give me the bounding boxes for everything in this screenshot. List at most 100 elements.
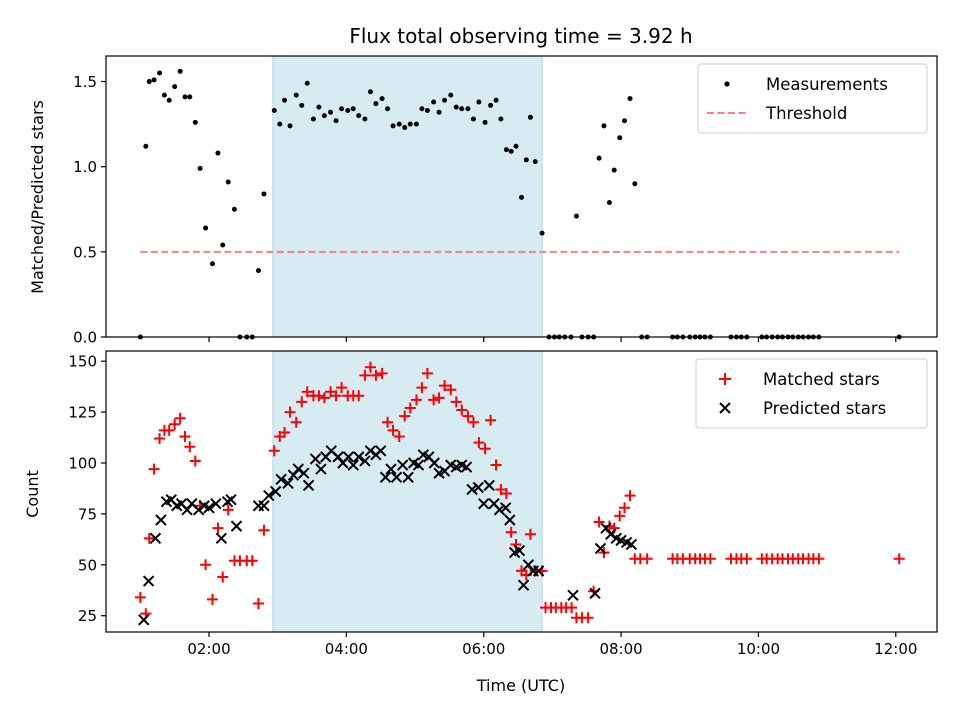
x-tick-label: 06:00 xyxy=(462,640,505,658)
measurement-point xyxy=(596,155,602,161)
measurement-point xyxy=(611,167,617,173)
matched-stars-point xyxy=(163,424,175,436)
matched-stars-point xyxy=(154,433,166,445)
chart-title: Flux total observing time = 3.92 h xyxy=(349,24,692,48)
measurement-point xyxy=(143,143,149,149)
measurement-point xyxy=(277,121,283,127)
predicted-stars-point xyxy=(252,500,265,512)
predicted-stars-point xyxy=(625,538,638,551)
measurement-point xyxy=(488,102,494,108)
matched-stars-point xyxy=(313,390,325,402)
measurement-point xyxy=(470,116,476,122)
predicted-stars-point xyxy=(385,463,397,475)
bottom-legend: Matched stars Predicted stars xyxy=(695,358,928,429)
top-shaded-region xyxy=(272,55,543,338)
y-tick-label: 0.5 xyxy=(73,243,97,261)
predicted-stars-point xyxy=(478,498,490,510)
measurement-point xyxy=(161,92,167,98)
predicted-stars-point xyxy=(258,500,270,512)
matched-stars-point xyxy=(179,431,191,443)
measurement-point xyxy=(476,99,482,105)
predicted-stars-point xyxy=(138,614,150,626)
predicted-stars-point xyxy=(428,457,440,469)
measurement-point xyxy=(396,121,402,127)
measurement-point xyxy=(390,123,396,129)
predicted-stars-point xyxy=(315,463,327,475)
matched-stars-point xyxy=(741,553,753,565)
measurement-point xyxy=(146,79,152,85)
predicted-stars-point xyxy=(499,502,512,514)
matched-stars-point xyxy=(212,522,224,534)
measurement-point xyxy=(209,261,215,267)
predicted-stars-point xyxy=(379,471,392,483)
predicted-stars-point xyxy=(282,477,294,490)
predicted-stars-point xyxy=(375,445,387,457)
matched-stars-point xyxy=(505,526,517,538)
matched-stars-point xyxy=(614,510,626,522)
measurement-point xyxy=(215,150,221,156)
predicted-stars-point xyxy=(269,485,282,498)
predicted-stars-point xyxy=(347,459,359,471)
matched-stars-point xyxy=(353,390,365,402)
matched-stars-point xyxy=(252,597,264,609)
y-tick-label: 1.5 xyxy=(73,73,97,91)
predicted-stars-point xyxy=(142,575,155,587)
predicted-stars-point xyxy=(275,473,287,485)
measurement-point xyxy=(424,107,430,113)
matched-stars-point xyxy=(301,386,313,398)
matched-stars-point xyxy=(296,396,308,408)
predicted-stars-point xyxy=(532,565,545,577)
matched-stars-point xyxy=(393,431,405,443)
matched-stars-point xyxy=(433,392,445,404)
measurement-point xyxy=(151,77,157,83)
predicted-stars-point xyxy=(353,451,365,463)
predicted-stars-point xyxy=(193,504,205,516)
matched-stars-point xyxy=(284,406,296,418)
predicted-stars-point xyxy=(605,528,617,540)
measurement-point xyxy=(385,106,391,112)
measurement-point xyxy=(379,96,385,102)
predicted-stars-point xyxy=(460,461,473,473)
x-axis-label: Time (UTC) xyxy=(476,676,565,695)
measurement-point xyxy=(177,68,183,74)
y-tick-label: 125 xyxy=(68,404,97,422)
matched-stars-point xyxy=(279,426,291,438)
matched-stars-point xyxy=(268,445,280,457)
measurement-point xyxy=(413,121,419,127)
matched-stars-point xyxy=(364,361,376,373)
x-tick-label: 12:00 xyxy=(874,640,917,658)
predicted-stars-point xyxy=(309,453,322,465)
y-tick-label: 25 xyxy=(78,607,97,625)
predicted-stars-point xyxy=(342,451,355,463)
matched-stars-point xyxy=(134,591,146,603)
measurement-point xyxy=(503,147,509,153)
matched-stars-point xyxy=(246,555,258,567)
matched-stars-point xyxy=(174,412,186,424)
predicted-stars-point xyxy=(230,520,243,532)
predicted-stars-point xyxy=(594,542,607,555)
top-panel: 0.0 0.5 1.0 1.5 Matched/Predicted stars Mea… xyxy=(28,55,938,347)
y-tick-label: 150 xyxy=(68,353,97,371)
matched-stars-point xyxy=(318,392,330,404)
matched-stars-point xyxy=(473,437,485,449)
measurement-point xyxy=(436,109,442,115)
measurement-point xyxy=(527,114,533,120)
predicted-stars-point xyxy=(359,455,371,467)
predicted-stars-point xyxy=(466,483,478,496)
x-tick-label: 02:00 xyxy=(187,640,230,658)
predicted-stars-point xyxy=(402,471,414,483)
measurement-point xyxy=(632,181,638,187)
measurement-point xyxy=(539,230,545,236)
legend-label-predicted-stars: Predicted stars xyxy=(763,399,886,418)
measurement-point xyxy=(606,199,612,205)
measurement-point xyxy=(373,101,379,107)
measurement-point xyxy=(157,70,163,76)
bottom-y-axis-label: Count xyxy=(23,470,42,518)
matched-stars-point xyxy=(184,441,196,453)
matched-stars-point xyxy=(813,553,825,565)
measurement-point xyxy=(617,135,623,141)
measurement-point xyxy=(453,104,459,110)
predicted-stars-point xyxy=(472,481,484,494)
top-plot-frame xyxy=(105,55,938,338)
